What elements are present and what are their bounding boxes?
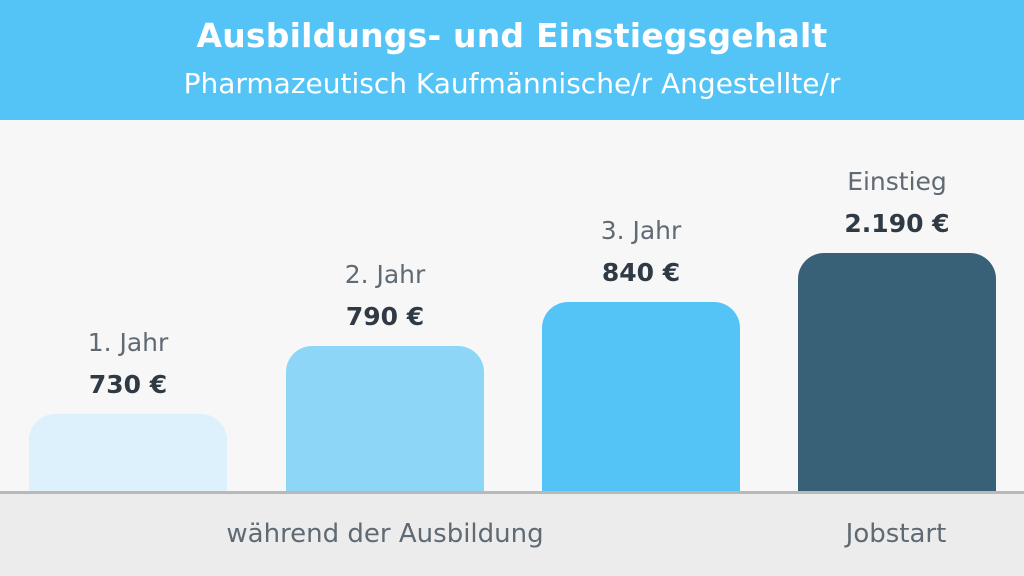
value-label-1: 730 € <box>88 370 168 399</box>
category-label-4: Einstieg <box>847 167 947 196</box>
chart-header: Ausbildungs- und Einstiegsgehalt Pharmaz… <box>0 0 1024 120</box>
bar-2 <box>286 346 484 491</box>
footer-band <box>0 494 1024 576</box>
category-label-1: 1. Jahr <box>87 328 169 357</box>
value-label-3: 840 € <box>601 258 681 287</box>
chart-title: Ausbildungs- und Einstiegsgehalt <box>196 16 828 55</box>
bar-4 <box>798 253 996 491</box>
group-label-ausbildung: während der Ausbildung <box>226 519 544 549</box>
category-label-3: 3. Jahr <box>600 216 682 245</box>
bar-3 <box>542 302 740 491</box>
value-label-2: 790 € <box>345 302 425 331</box>
value-label-4: 2.190 € <box>844 209 950 238</box>
x-axis-baseline <box>0 491 1024 494</box>
group-label-jobstart: Jobstart <box>845 519 947 549</box>
chart-subtitle: Pharmazeutisch Kaufmännische/r Angestell… <box>183 67 841 100</box>
bar-1 <box>29 414 227 491</box>
category-label-2: 2. Jahr <box>344 260 426 289</box>
